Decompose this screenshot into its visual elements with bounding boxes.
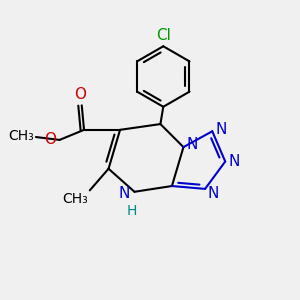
Text: H: H xyxy=(126,204,137,218)
Text: CH₃: CH₃ xyxy=(63,192,88,206)
Text: Cl: Cl xyxy=(156,28,171,44)
Text: N: N xyxy=(207,186,219,201)
Text: N: N xyxy=(119,186,130,201)
Text: O: O xyxy=(44,132,56,147)
Text: N: N xyxy=(215,122,226,137)
Text: O: O xyxy=(74,88,86,103)
Text: N: N xyxy=(229,154,240,169)
Text: N: N xyxy=(187,137,198,152)
Text: CH₃: CH₃ xyxy=(9,130,34,143)
